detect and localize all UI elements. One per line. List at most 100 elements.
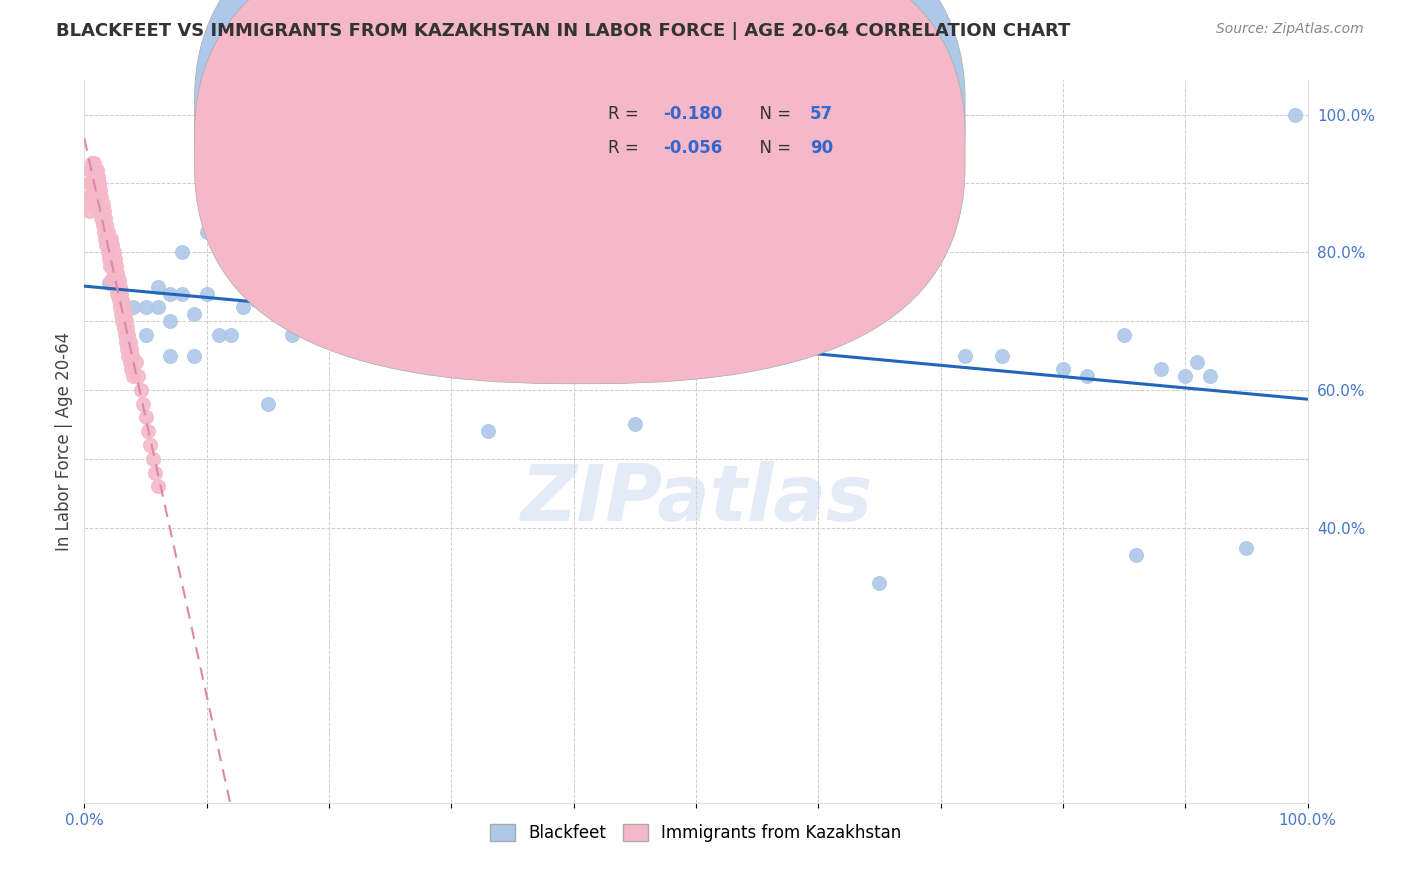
Point bbox=[89, 204, 111, 219]
Point bbox=[953, 349, 976, 363]
Point bbox=[367, 231, 389, 245]
Point bbox=[120, 342, 142, 356]
Point bbox=[87, 169, 110, 184]
Point bbox=[1052, 362, 1074, 376]
Legend: Blackfeet, Immigrants from Kazakhstan: Blackfeet, Immigrants from Kazakhstan bbox=[484, 817, 908, 848]
Point bbox=[195, 286, 218, 301]
Point bbox=[122, 301, 145, 315]
Point bbox=[79, 190, 101, 204]
Point bbox=[108, 279, 131, 293]
Point bbox=[991, 349, 1014, 363]
Point bbox=[114, 327, 136, 342]
Point bbox=[477, 424, 499, 438]
Point bbox=[87, 197, 110, 211]
Point bbox=[502, 252, 524, 267]
Text: 57: 57 bbox=[810, 104, 832, 123]
Point bbox=[232, 301, 254, 315]
Point bbox=[82, 177, 104, 191]
Point bbox=[90, 211, 112, 225]
Point bbox=[538, 293, 561, 308]
Point bbox=[257, 397, 280, 411]
Point bbox=[107, 293, 129, 308]
Point bbox=[100, 231, 122, 245]
Point bbox=[269, 225, 291, 239]
Point bbox=[112, 301, 135, 315]
Point bbox=[98, 259, 121, 273]
Point bbox=[117, 349, 139, 363]
Point bbox=[84, 177, 107, 191]
Point bbox=[84, 190, 107, 204]
Point bbox=[135, 327, 157, 342]
Point bbox=[342, 245, 364, 260]
Point bbox=[440, 190, 463, 204]
Point bbox=[342, 293, 364, 308]
Point bbox=[87, 190, 110, 204]
Point bbox=[146, 479, 169, 493]
Point bbox=[86, 162, 108, 177]
Text: ZIPatlas: ZIPatlas bbox=[520, 461, 872, 537]
Text: Source: ZipAtlas.com: Source: ZipAtlas.com bbox=[1216, 22, 1364, 37]
Point bbox=[97, 245, 120, 260]
Point bbox=[1174, 369, 1197, 384]
Point bbox=[245, 293, 267, 308]
Point bbox=[98, 238, 121, 252]
Point bbox=[135, 410, 157, 425]
Point bbox=[139, 438, 162, 452]
Text: BLACKFEET VS IMMIGRANTS FROM KAZAKHSTAN IN LABOR FORCE | AGE 20-64 CORRELATION C: BLACKFEET VS IMMIGRANTS FROM KAZAKHSTAN … bbox=[56, 22, 1070, 40]
Point bbox=[86, 197, 108, 211]
Text: -0.180: -0.180 bbox=[664, 104, 723, 123]
Point bbox=[129, 383, 152, 397]
Point bbox=[91, 218, 114, 232]
Point bbox=[172, 245, 194, 260]
Point bbox=[89, 183, 111, 197]
Point bbox=[183, 307, 205, 321]
Point bbox=[105, 259, 128, 273]
Point bbox=[404, 301, 426, 315]
Point bbox=[77, 190, 100, 204]
Point bbox=[83, 169, 105, 184]
Point bbox=[100, 273, 122, 287]
Point bbox=[1236, 541, 1258, 556]
Point bbox=[115, 314, 138, 328]
Point bbox=[183, 349, 205, 363]
Point bbox=[115, 321, 138, 335]
Point bbox=[1187, 355, 1209, 369]
Point bbox=[427, 286, 450, 301]
Point bbox=[101, 259, 124, 273]
Point bbox=[83, 190, 105, 204]
Point bbox=[118, 334, 141, 349]
Point bbox=[93, 204, 115, 219]
Point bbox=[143, 466, 166, 480]
Point bbox=[122, 369, 145, 384]
Point bbox=[136, 424, 159, 438]
Point bbox=[146, 301, 169, 315]
FancyBboxPatch shape bbox=[537, 84, 904, 181]
Point bbox=[94, 211, 117, 225]
Point bbox=[86, 177, 108, 191]
Point bbox=[146, 279, 169, 293]
Point bbox=[208, 327, 231, 342]
Point bbox=[380, 252, 402, 267]
Y-axis label: In Labor Force | Age 20-64: In Labor Force | Age 20-64 bbox=[55, 332, 73, 551]
Point bbox=[1114, 327, 1136, 342]
Point bbox=[159, 349, 181, 363]
Point bbox=[97, 277, 120, 291]
Point bbox=[132, 397, 155, 411]
Point bbox=[1125, 548, 1147, 562]
Point bbox=[93, 225, 115, 239]
FancyBboxPatch shape bbox=[194, 0, 965, 349]
Point bbox=[111, 314, 134, 328]
Point bbox=[101, 238, 124, 252]
Point bbox=[142, 451, 165, 466]
Point bbox=[612, 349, 634, 363]
Point bbox=[127, 369, 149, 384]
Point bbox=[281, 327, 304, 342]
Point bbox=[105, 279, 128, 293]
Point bbox=[114, 307, 136, 321]
Point bbox=[1076, 369, 1098, 384]
Point bbox=[79, 162, 101, 177]
Point bbox=[294, 245, 316, 260]
Point bbox=[115, 342, 138, 356]
Point bbox=[111, 293, 134, 308]
Point bbox=[105, 266, 128, 280]
